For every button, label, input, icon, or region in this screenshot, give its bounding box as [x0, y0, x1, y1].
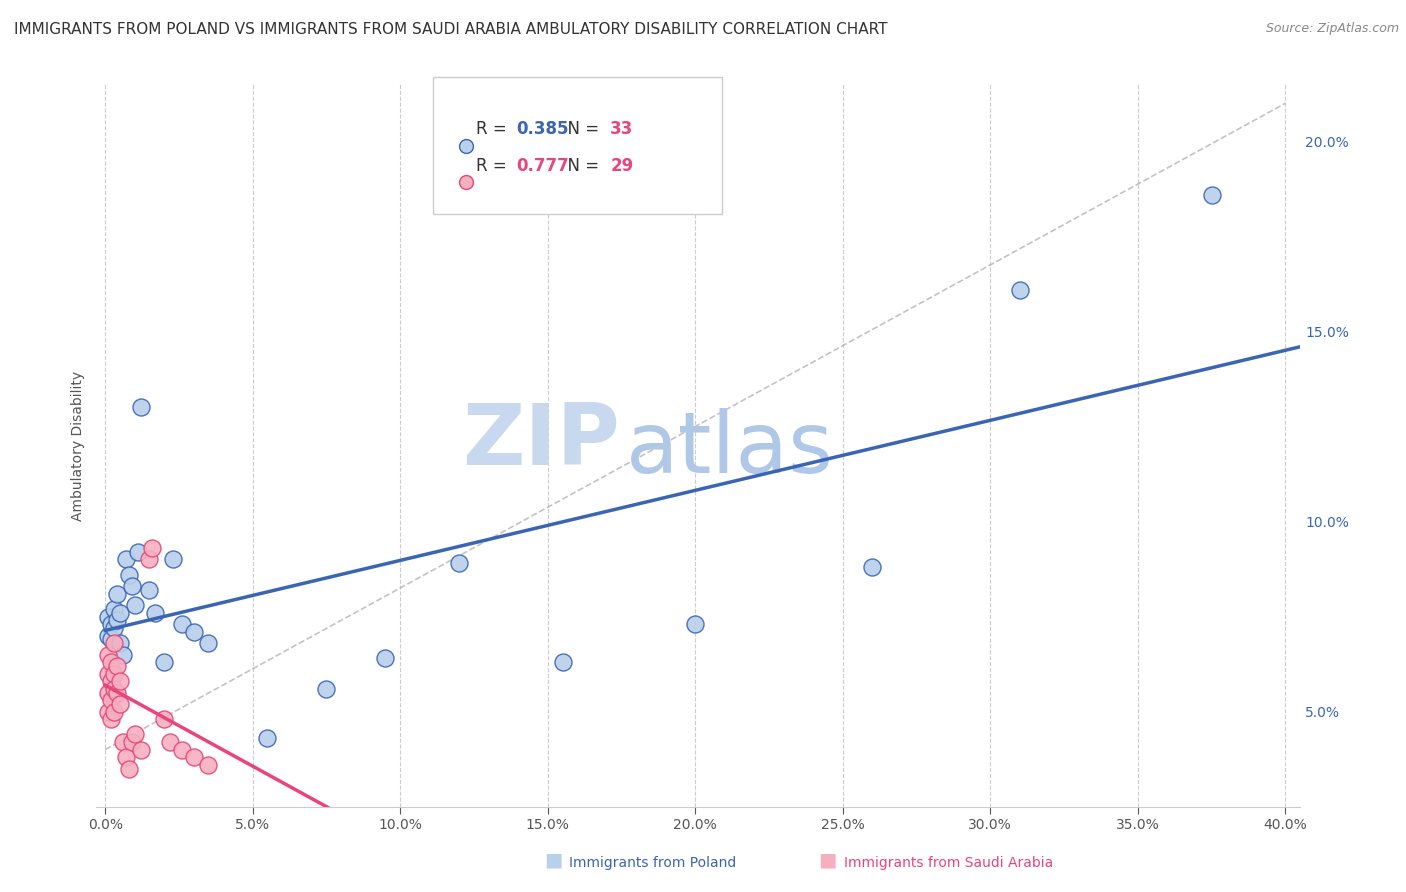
Text: Immigrants from Poland: Immigrants from Poland [569, 855, 737, 870]
Point [111, 735, 134, 749]
Text: 0.385: 0.385 [516, 120, 569, 138]
Text: R =: R = [475, 120, 512, 138]
Point [103, 666, 125, 681]
Point [129, 401, 152, 415]
Text: ZIP: ZIP [463, 401, 620, 483]
Point [103, 621, 125, 635]
Point [162, 552, 184, 566]
Text: 29: 29 [610, 156, 634, 175]
Point [124, 727, 146, 741]
Point [115, 750, 138, 764]
Point [108, 606, 131, 620]
Point [1008, 283, 1031, 297]
Text: ■: ■ [544, 851, 562, 870]
Point [449, 557, 471, 571]
Point [121, 735, 143, 749]
Point [256, 731, 278, 746]
Point [121, 579, 143, 593]
Text: N =: N = [557, 120, 605, 138]
Point [97, 666, 120, 681]
Text: 33: 33 [610, 120, 634, 138]
Point [97, 609, 120, 624]
Point [97, 648, 120, 662]
Point [551, 655, 574, 669]
Point [860, 560, 883, 574]
Point [108, 674, 131, 689]
Point [129, 742, 152, 756]
Text: Source: ZipAtlas.com: Source: ZipAtlas.com [1265, 22, 1399, 36]
Point [143, 606, 166, 620]
Point [170, 617, 193, 632]
Point [153, 712, 176, 726]
Point [103, 681, 125, 696]
Point [108, 636, 131, 650]
Point [183, 750, 205, 764]
Point [124, 598, 146, 612]
Text: IMMIGRANTS FROM POLAND VS IMMIGRANTS FROM SAUDI ARABIA AMBULATORY DISABILITY COR: IMMIGRANTS FROM POLAND VS IMMIGRANTS FRO… [14, 22, 887, 37]
Point [105, 587, 128, 601]
Point [100, 632, 122, 647]
Point [315, 681, 337, 696]
Point [138, 552, 160, 566]
Text: atlas: atlas [626, 408, 834, 491]
Text: R =: R = [475, 156, 512, 175]
Point [170, 742, 193, 756]
Y-axis label: Ambulatory Disability: Ambulatory Disability [72, 370, 86, 521]
Point [1201, 187, 1223, 202]
Point [153, 655, 176, 669]
Point [108, 697, 131, 711]
Point [118, 762, 141, 776]
Point [103, 636, 125, 650]
Point [685, 617, 707, 632]
Point [97, 705, 120, 719]
Point [374, 651, 396, 665]
Point [100, 693, 122, 707]
Point [105, 659, 128, 673]
Text: N =: N = [557, 156, 605, 175]
Point [100, 617, 122, 632]
Text: Immigrants from Saudi Arabia: Immigrants from Saudi Arabia [844, 855, 1053, 870]
Point [105, 613, 128, 627]
Point [100, 674, 122, 689]
Point [118, 567, 141, 582]
Point [197, 757, 219, 772]
Point [111, 648, 134, 662]
Point [127, 545, 149, 559]
Point [159, 735, 181, 749]
Point [97, 628, 120, 642]
Text: 0.777: 0.777 [516, 156, 569, 175]
FancyBboxPatch shape [433, 77, 723, 214]
Text: ■: ■ [818, 851, 837, 870]
Point [197, 636, 219, 650]
Point [100, 712, 122, 726]
Point [100, 655, 122, 669]
Point [97, 685, 120, 699]
Point [115, 552, 138, 566]
Point [105, 685, 128, 699]
Point [141, 541, 163, 555]
Point [183, 624, 205, 639]
Point [103, 705, 125, 719]
Point [103, 602, 125, 616]
Point [138, 582, 160, 597]
